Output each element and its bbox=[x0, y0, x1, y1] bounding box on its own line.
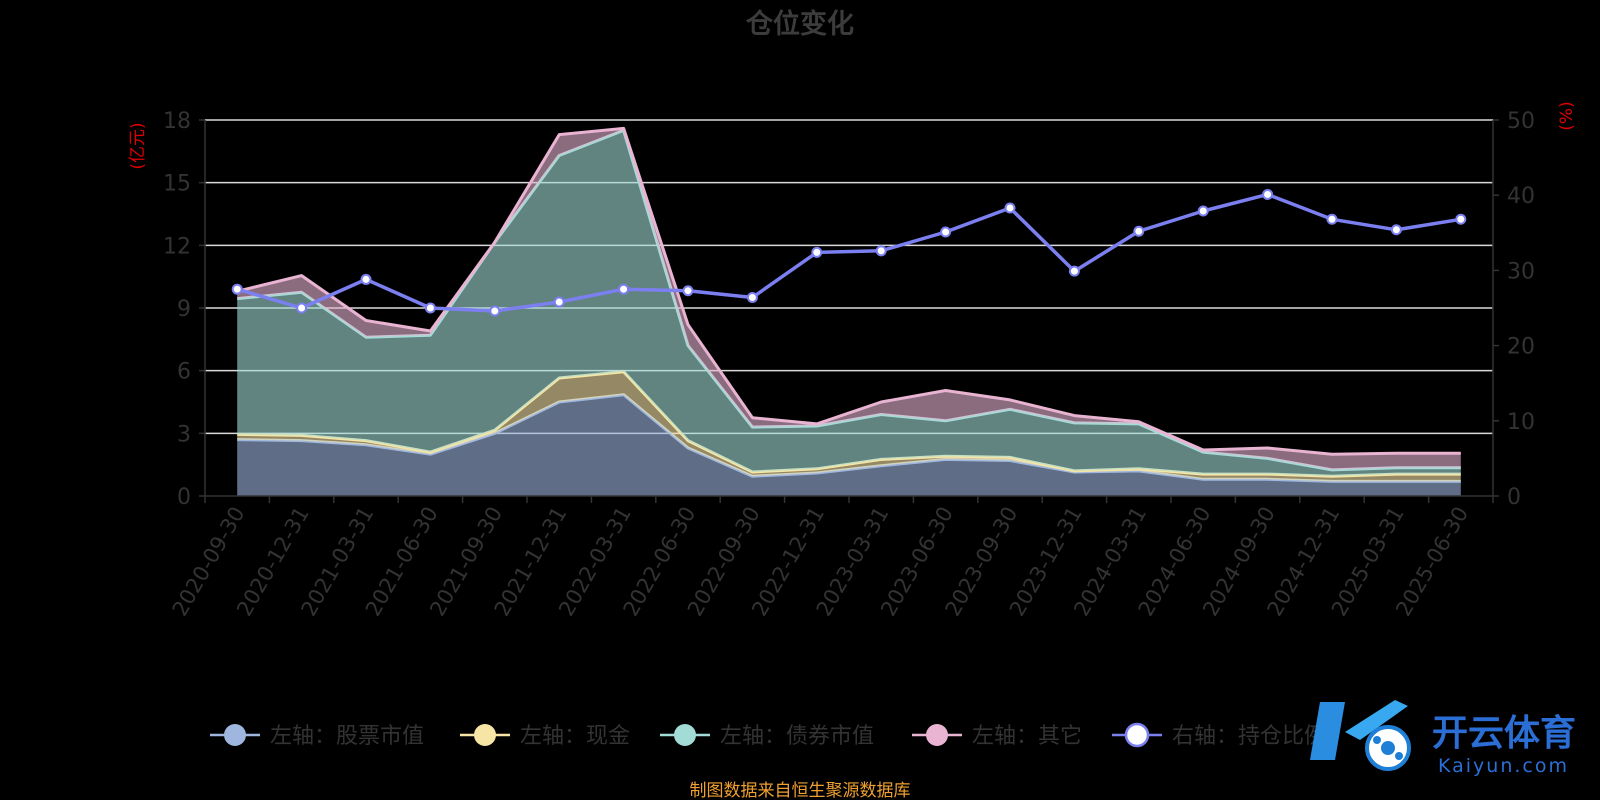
legend-item-2[interactable]: 左轴：债券市值 bbox=[660, 724, 874, 749]
left-tick-label: 18 bbox=[163, 109, 191, 134]
ratio-point bbox=[1262, 188, 1274, 200]
ratio-point bbox=[875, 245, 887, 257]
ratio-point bbox=[1004, 202, 1016, 214]
legend-marker bbox=[926, 724, 948, 746]
ratio-point bbox=[360, 273, 372, 285]
ratio-point bbox=[424, 302, 436, 314]
legend-marker bbox=[474, 724, 496, 746]
left-tick-label: 15 bbox=[163, 172, 191, 197]
left-tick-label: 3 bbox=[177, 422, 191, 447]
area-series-1 bbox=[237, 371, 1461, 482]
stacked-areas bbox=[236, 126, 1461, 496]
ratio-point bbox=[618, 283, 630, 295]
ratio-line-path bbox=[236, 192, 1462, 313]
ratio-point bbox=[1068, 265, 1080, 277]
watermark-en: Kaiyun.com bbox=[1438, 755, 1569, 777]
area-edge-3 bbox=[236, 126, 1461, 456]
holding-ratio-line bbox=[231, 188, 1467, 317]
legend-label: 左轴：现金 bbox=[520, 724, 630, 749]
right-axis-unit: (%) bbox=[1557, 101, 1577, 130]
legend[interactable]: 左轴：股票市值 左轴：现金 左轴：债券市值 左轴：其它 右轴：持仓比例 bbox=[210, 722, 1326, 749]
right-tick-label: 50 bbox=[1507, 109, 1535, 134]
legend-item-3[interactable]: 左轴：其它 bbox=[912, 724, 1082, 749]
left-tick-label: 9 bbox=[177, 297, 191, 322]
legend-label: 左轴：股票市值 bbox=[270, 724, 424, 749]
left-tick-label: 12 bbox=[163, 234, 191, 259]
ratio-point bbox=[489, 305, 501, 317]
left-tick-label: 6 bbox=[177, 360, 191, 385]
ratio-point bbox=[682, 285, 694, 297]
ratio-point bbox=[1133, 225, 1145, 237]
right-tick-label: 30 bbox=[1507, 259, 1535, 284]
source-note: 制图数据来自恒生聚源数据库 bbox=[690, 781, 911, 800]
ratio-point bbox=[1455, 213, 1467, 225]
ratio-point bbox=[746, 291, 758, 303]
area-series-2 bbox=[237, 130, 1461, 477]
ratio-point bbox=[1326, 213, 1338, 225]
right-tick-label: 0 bbox=[1507, 485, 1521, 510]
watermark-logo: 开云体育 Kaiyun.com bbox=[1310, 700, 1576, 777]
right-tick-label: 40 bbox=[1507, 184, 1535, 209]
legend-marker bbox=[224, 724, 246, 746]
legend-label: 左轴：其它 bbox=[972, 724, 1082, 749]
left-tick-label: 0 bbox=[177, 485, 191, 510]
logo-k-icon bbox=[1310, 700, 1411, 771]
chart-title: 仓位变化 bbox=[745, 8, 854, 40]
ratio-point bbox=[231, 283, 243, 295]
legend-item-4[interactable]: 右轴：持仓比例 bbox=[1112, 722, 1326, 749]
axes: 0 3 6 9 12 15 18 0 10 20 30 40 50 bbox=[163, 109, 1535, 510]
x-axis-ticks: 2020-09-302020-12-312021-03-312021-06-30… bbox=[168, 496, 1494, 620]
watermark-cn: 开云体育 bbox=[1432, 713, 1576, 754]
legend-marker bbox=[1124, 722, 1150, 748]
legend-marker bbox=[674, 724, 696, 746]
legend-label: 左轴：债券市值 bbox=[720, 724, 874, 749]
area-series-0 bbox=[237, 394, 1461, 496]
ratio-point bbox=[940, 226, 952, 238]
ratio-point bbox=[553, 296, 565, 308]
ratio-point bbox=[1390, 224, 1402, 236]
ratio-point bbox=[811, 246, 823, 258]
left-axis-unit: (亿元) bbox=[128, 122, 148, 169]
ratio-point bbox=[296, 302, 308, 314]
legend-label: 右轴：持仓比例 bbox=[1172, 724, 1326, 749]
legend-item-0[interactable]: 左轴：股票市值 bbox=[210, 724, 424, 749]
ratio-point bbox=[1197, 205, 1209, 217]
right-tick-label: 10 bbox=[1507, 410, 1535, 435]
right-tick-label: 20 bbox=[1507, 335, 1535, 360]
legend-item-1[interactable]: 左轴：现金 bbox=[460, 724, 630, 749]
